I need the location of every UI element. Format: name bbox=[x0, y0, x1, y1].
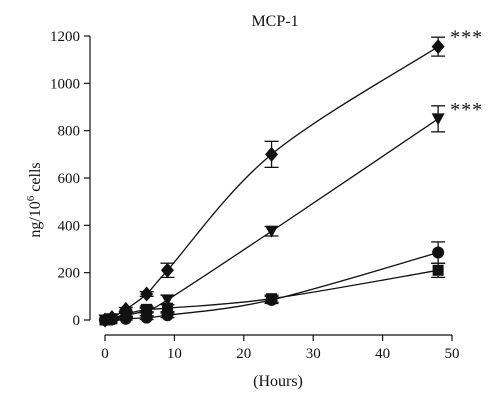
significance-label: *** bbox=[450, 27, 483, 49]
y-tick-label: 800 bbox=[58, 124, 81, 140]
series-line bbox=[104, 251, 439, 321]
data-point bbox=[160, 294, 174, 307]
x-axis-label: (Hours) bbox=[253, 373, 303, 390]
y-axis-label-superscript: 6 bbox=[25, 195, 37, 201]
y-axis: 0 200 400 600 800 1000 1200 bbox=[50, 29, 91, 329]
series-triangle-down: *** bbox=[98, 99, 483, 327]
data-point bbox=[265, 225, 279, 238]
data-point bbox=[141, 303, 153, 315]
y-tick-label: 0 bbox=[73, 313, 81, 329]
x-tick-label: 0 bbox=[101, 346, 109, 362]
data-point bbox=[140, 286, 154, 302]
data-point bbox=[99, 314, 111, 326]
y-axis-label: ng/106 cells bbox=[25, 162, 44, 237]
data-point bbox=[160, 262, 174, 278]
data-point bbox=[431, 39, 445, 55]
plot-area: *** *** bbox=[98, 27, 483, 328]
data-point bbox=[120, 308, 132, 320]
y-tick-label: 1200 bbox=[50, 29, 80, 45]
x-tick-label: 10 bbox=[167, 346, 182, 362]
x-tick-label: 40 bbox=[375, 346, 390, 362]
series-diamond: *** bbox=[98, 27, 483, 328]
data-point bbox=[431, 113, 445, 126]
data-point bbox=[161, 302, 173, 314]
data-point bbox=[266, 293, 278, 305]
x-tick-label: 20 bbox=[236, 346, 251, 362]
series-square bbox=[99, 262, 446, 326]
data-point bbox=[432, 246, 445, 259]
significance-label: *** bbox=[450, 99, 483, 121]
y-tick-label: 600 bbox=[58, 171, 81, 187]
y-tick-label: 1000 bbox=[50, 76, 80, 92]
data-point bbox=[432, 264, 444, 276]
y-axis-label-suffix: cells bbox=[27, 162, 44, 195]
data-point bbox=[265, 146, 279, 162]
data-point bbox=[106, 313, 118, 325]
x-tick-label: 50 bbox=[445, 346, 460, 362]
y-tick-label: 200 bbox=[58, 266, 81, 282]
x-axis: 0 10 20 30 40 50 bbox=[101, 334, 460, 362]
chart-title: MCP-1 bbox=[251, 13, 298, 30]
x-tick-label: 30 bbox=[306, 346, 321, 362]
y-tick-label: 400 bbox=[58, 218, 81, 234]
y-axis-label-main: ng/10 bbox=[27, 201, 44, 237]
